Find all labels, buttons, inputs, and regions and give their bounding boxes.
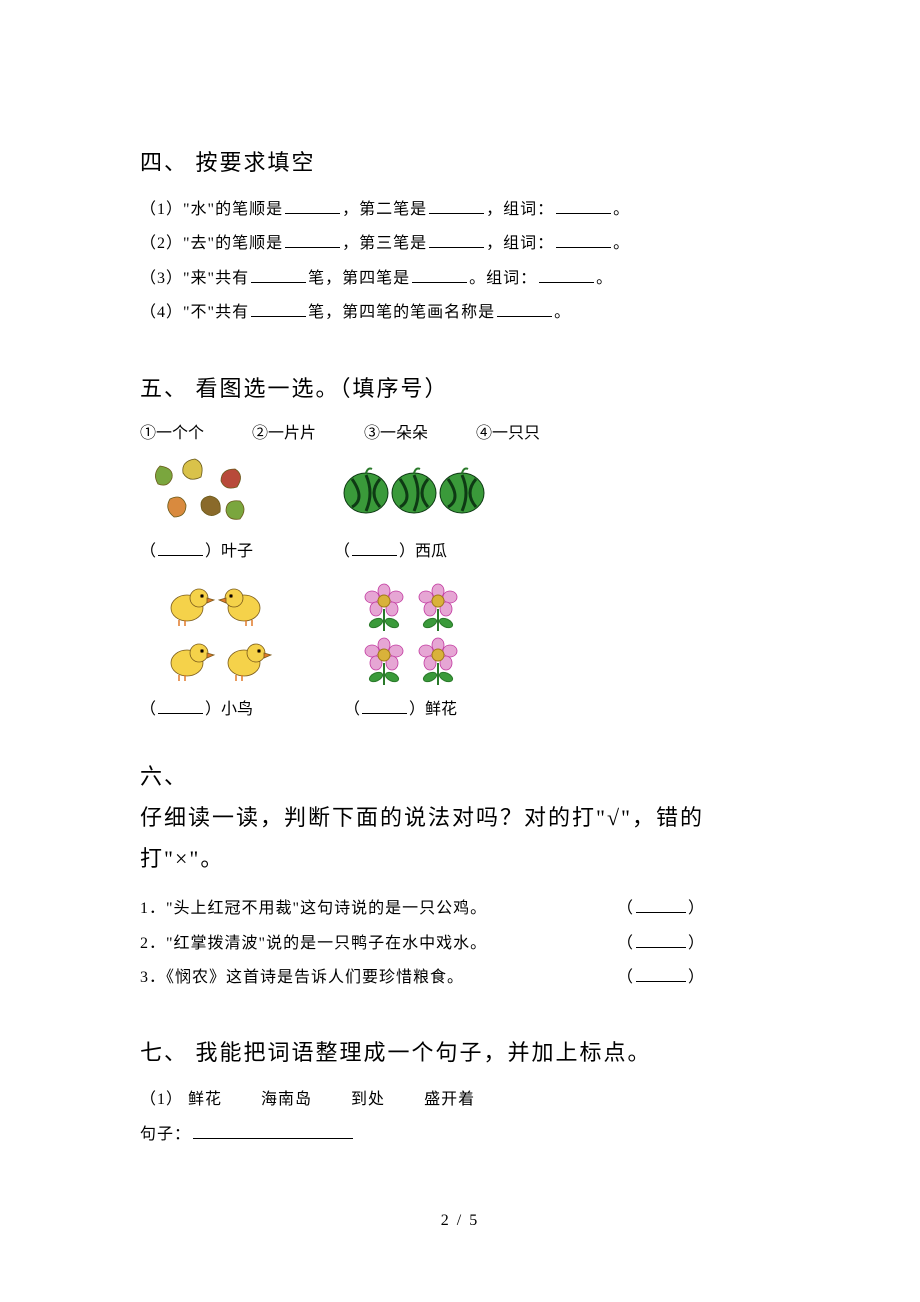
s4-i4-pre: （4）"不"共有 bbox=[140, 304, 249, 321]
s4-i2-m2: ，组词： bbox=[486, 235, 554, 252]
s5-opt-2: ②一片片 bbox=[252, 425, 316, 442]
blank[interactable] bbox=[556, 199, 611, 214]
s4-i2-m1: ，第三笔是 bbox=[342, 235, 427, 252]
blank[interactable] bbox=[285, 199, 340, 214]
s6-item-2: 2．"红掌拨清波"说的是一只鸭子在水中戏水。 （） bbox=[140, 927, 705, 961]
s7-l2-label: 句子： bbox=[140, 1126, 191, 1143]
leaves-icon bbox=[140, 451, 270, 531]
s5-r1-l2-pre: （ bbox=[334, 543, 350, 560]
s4-i3-m1: 笔，第四笔是 bbox=[308, 270, 410, 287]
s6-item-3: 3．《悯农》这首诗是告诉人们要珍惜粮食。 （） bbox=[140, 961, 705, 995]
s5-row2-images bbox=[140, 579, 780, 689]
blank[interactable] bbox=[158, 540, 203, 555]
s4-i3-end: 。 bbox=[596, 270, 613, 287]
blank[interactable] bbox=[429, 199, 484, 214]
s5-r1-l1-mid: ）叶子 bbox=[205, 543, 253, 560]
flowers-icon bbox=[354, 579, 474, 689]
blank[interactable] bbox=[158, 698, 203, 713]
s4-item-4: （4）"不"共有 笔，第四笔的笔画名称是 。 bbox=[140, 296, 780, 330]
s5-r2-l1-mid: ）小鸟 bbox=[205, 701, 253, 718]
s4-i1-m1: ，第二笔是 bbox=[342, 201, 427, 218]
s6-i3-text: 3．《悯农》这首诗是告诉人们要珍惜粮食。 bbox=[140, 961, 464, 995]
s5-row2-labels: （ ）小鸟 （ ）鲜花 bbox=[140, 695, 780, 719]
s5-opt-3: ③一朵朵 bbox=[364, 425, 428, 442]
blank[interactable] bbox=[539, 267, 594, 282]
s5-row1-labels: （ ）叶子 （ ）西瓜 bbox=[140, 537, 780, 561]
s5-r1-l2-mid: ）西瓜 bbox=[399, 543, 447, 560]
blank[interactable] bbox=[429, 233, 484, 248]
s7-w2: 海南岛 bbox=[261, 1091, 312, 1108]
blank[interactable] bbox=[412, 267, 467, 282]
s7-w3: 到处 bbox=[351, 1091, 385, 1108]
section-5-title: 五、 看图选一选。（填序号） bbox=[140, 371, 780, 403]
s7-w4: 盛开着 bbox=[424, 1091, 475, 1108]
s7-w1: 鲜花 bbox=[188, 1091, 222, 1108]
s4-i1-end: 。 bbox=[613, 201, 630, 218]
s5-row1-images bbox=[140, 451, 780, 531]
blank[interactable] bbox=[285, 233, 340, 248]
s5-r2-l1-pre: （ bbox=[140, 701, 156, 718]
s4-i4-m1: 笔，第四笔的笔画名称是 bbox=[308, 304, 495, 321]
s5-options: ①一个个 ②一片片 ③一朵朵 ④一只只 bbox=[140, 419, 780, 443]
s6-i1-text: 1．"头上红冠不用裁"这句诗说的是一只公鸡。 bbox=[140, 892, 487, 926]
section-4-title: 四、 按要求填空 bbox=[140, 145, 780, 177]
s6-i1-paren: （） bbox=[617, 892, 705, 926]
s7-words: （1） 鲜花 海南岛 到处 盛开着 bbox=[140, 1083, 780, 1117]
s5-r2-l2-mid: ）鲜花 bbox=[409, 701, 457, 718]
blank[interactable] bbox=[556, 233, 611, 248]
s6-i2-paren: （） bbox=[617, 927, 705, 961]
s4-i3-pre: （3）"来"共有 bbox=[140, 270, 249, 287]
watermelons-icon bbox=[334, 451, 494, 531]
section-6-body: 仔细读一读，判断下面的说法对吗？对的打"√"，错的打"×"。 bbox=[140, 797, 780, 881]
s7-l1-label: （1） bbox=[140, 1091, 183, 1108]
s5-r2-l2-pre: （ bbox=[344, 701, 360, 718]
s4-item-2: （2）"去"的笔顺是 ，第三笔是 ，组词： 。 bbox=[140, 227, 780, 261]
section-6-num: 六、 bbox=[140, 759, 780, 791]
s4-i2-end: 。 bbox=[613, 235, 630, 252]
s7-sentence: 句子： bbox=[140, 1118, 780, 1152]
s5-r1-l1-pre: （ bbox=[140, 543, 156, 560]
blank[interactable] bbox=[352, 540, 397, 555]
s4-i2-pre: （2）"去"的笔顺是 bbox=[140, 235, 283, 252]
s6-i3-paren: （） bbox=[617, 961, 705, 995]
blank[interactable] bbox=[251, 267, 306, 282]
s6-item-1: 1．"头上红冠不用裁"这句诗说的是一只公鸡。 （） bbox=[140, 892, 705, 926]
s4-i3-m2: 。组词： bbox=[469, 270, 537, 287]
section-7-title: 七、 我能把词语整理成一个句子，并加上标点。 bbox=[140, 1035, 780, 1067]
blank[interactable] bbox=[636, 898, 686, 913]
blank[interactable] bbox=[636, 967, 686, 982]
s4-item-1: （1）"水"的笔顺是 ，第二笔是 ，组词： 。 bbox=[140, 193, 780, 227]
s4-i1-m2: ，组词： bbox=[486, 201, 554, 218]
page-number: 2 / 5 bbox=[140, 1212, 780, 1230]
blank[interactable] bbox=[251, 302, 306, 317]
s5-opt-1: ①一个个 bbox=[140, 425, 204, 442]
s6-i2-text: 2．"红掌拨清波"说的是一只鸭子在水中戏水。 bbox=[140, 927, 487, 961]
blank[interactable] bbox=[636, 932, 686, 947]
s5-opt-4: ④一只只 bbox=[476, 425, 540, 442]
blank[interactable] bbox=[362, 698, 407, 713]
blank[interactable] bbox=[193, 1123, 353, 1138]
blank[interactable] bbox=[497, 302, 552, 317]
birds-icon bbox=[160, 579, 280, 689]
s4-i4-end: 。 bbox=[554, 304, 571, 321]
s4-i1-pre: （1）"水"的笔顺是 bbox=[140, 201, 283, 218]
s4-item-3: （3）"来"共有 笔，第四笔是 。组词： 。 bbox=[140, 262, 780, 296]
